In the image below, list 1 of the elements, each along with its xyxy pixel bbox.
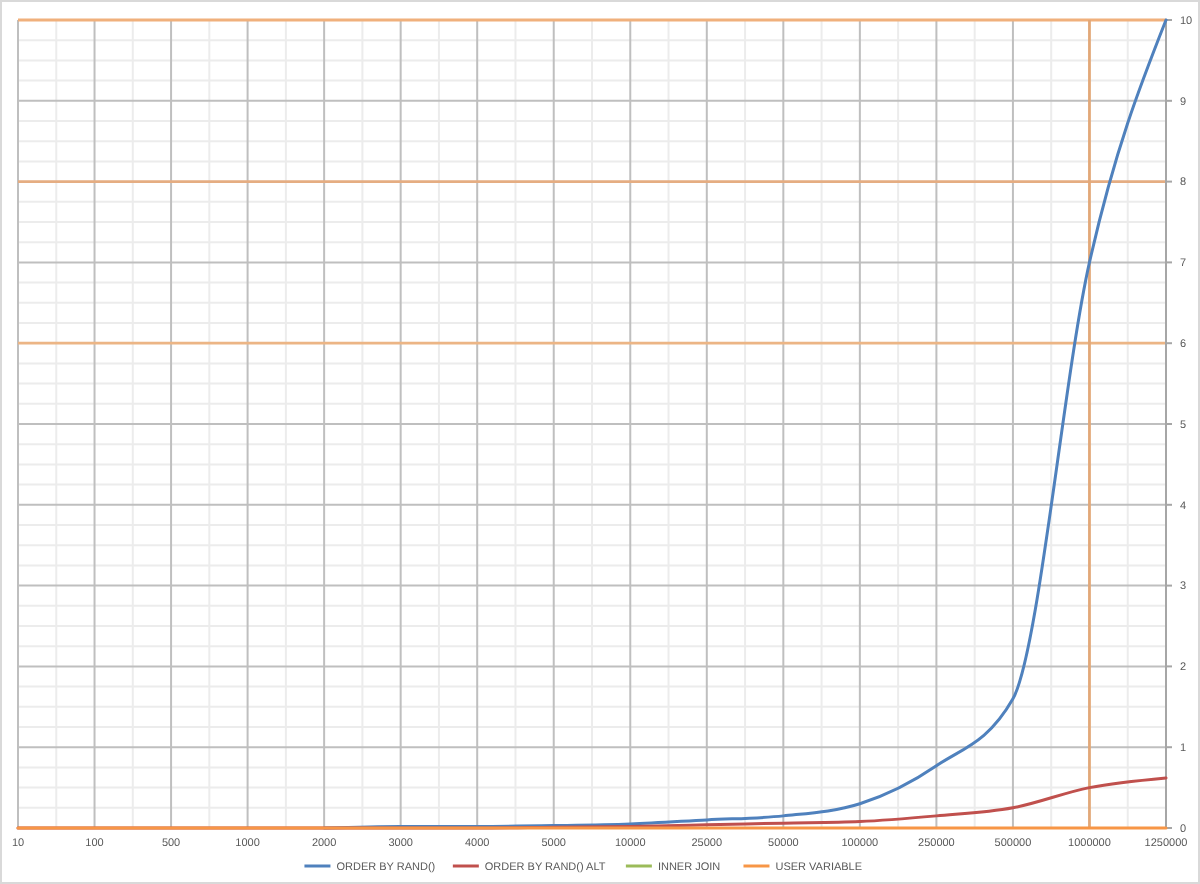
line-series [322,18,1168,830]
